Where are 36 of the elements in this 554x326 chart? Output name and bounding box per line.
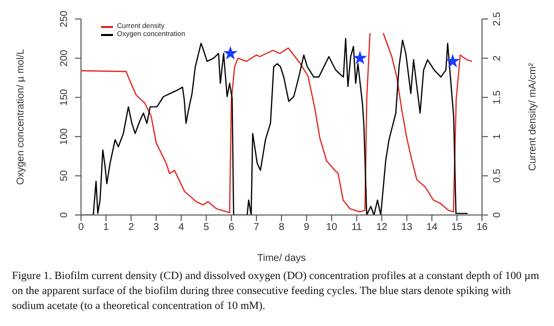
x-tick-label: 1 — [103, 222, 110, 234]
y-tick-label: 250 — [59, 10, 70, 28]
y-tick-label: 50 — [59, 170, 70, 182]
y-tick-label: 150 — [59, 88, 70, 106]
caption: Figure 1. Biofilm current density (CD) and dissolved oxygen (DO) concentration profiles at a constant depth of 100 µm on the apparent surface of the biofilm during three consecutive feeding cycles. The blue stars denote spiking with sodium acetate (to a theoretical concentration of 10 mM). — [11, 269, 540, 314]
point — [223, 46, 238, 60]
y2-tick-label: 0 — [492, 212, 503, 218]
y2-tick-label: 1 — [492, 133, 503, 140]
x-tick-label: 7 — [254, 222, 260, 234]
point — [352, 50, 368, 64]
x-tick-label: 8 — [278, 222, 285, 234]
x-tick-label: 3 — [153, 222, 160, 234]
x-tick-label: 16 — [476, 222, 488, 234]
x-tick-label: 6 — [228, 222, 235, 234]
x-tick-label: 14 — [426, 222, 438, 234]
y2-tick-label: 0.5 — [492, 168, 503, 183]
y-axis-title: Oxygen concentration/ µ mol/L — [16, 48, 27, 185]
x-axis-title: Time/ days — [257, 253, 306, 264]
point — [445, 54, 460, 68]
y2-tick-label: 2.5 — [492, 12, 503, 26]
x-tick-label: 4 — [178, 222, 184, 234]
x-tick-label: 9 — [304, 222, 310, 234]
y-tick-label: 200 — [59, 49, 70, 67]
x-tick-label: 5 — [204, 222, 210, 234]
y2-tick-label: 1.5 — [492, 90, 503, 104]
y2-tick-label: 2 — [492, 54, 503, 61]
x-tick-label: 0 — [78, 222, 84, 234]
y-tick-label: 0 — [59, 212, 70, 218]
y-tick-label: 100 — [59, 128, 70, 145]
y2-axis-title: Current density/ mA/cm² — [528, 62, 539, 171]
x-tick-label: 13 — [401, 222, 413, 234]
x-tick-label: 15 — [451, 222, 463, 234]
x-tick-label: 10 — [326, 222, 338, 234]
x-tick-label: 11 — [351, 222, 362, 234]
x-tick-label: 2 — [128, 222, 134, 234]
x-tick-label: 12 — [376, 222, 388, 234]
